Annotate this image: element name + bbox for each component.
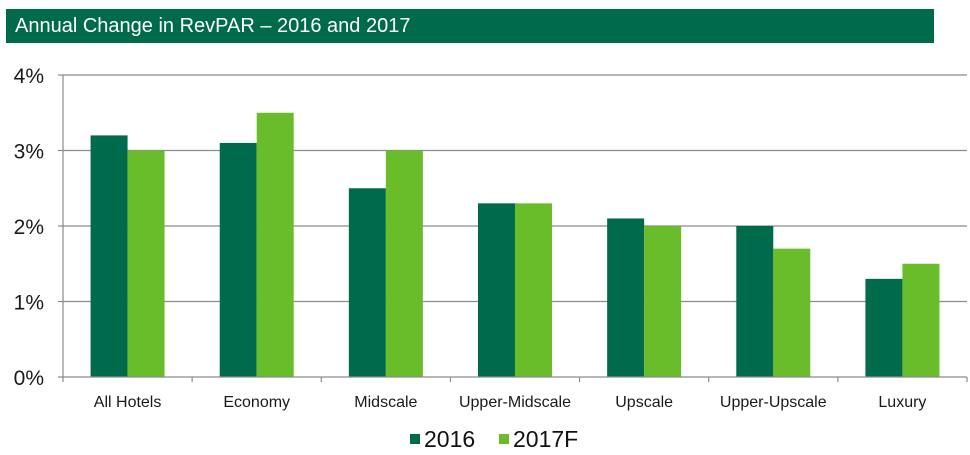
axes [58, 74, 968, 382]
x-tick-label: Economy [223, 394, 290, 411]
legend-item-2016: 2016 [410, 424, 475, 454]
bar-2016-upper-upscale [736, 226, 774, 377]
x-tick-label: Upper-Midscale [459, 394, 571, 411]
x-tick-label: Upper-Upscale [720, 394, 827, 411]
legend: 2016 2017F [0, 424, 970, 454]
x-tick-label: Upscale [615, 394, 673, 411]
bar-2016-midscale [348, 188, 386, 377]
legend-label-2016: 2016 [424, 425, 476, 452]
x-tick-label: All Hotels [94, 394, 162, 411]
bars [90, 112, 940, 377]
bar-2017f-upper-upscale [773, 248, 811, 377]
bar-2016-all-hotels [90, 135, 128, 377]
bar-2017f-upper-midscale [515, 203, 552, 377]
bar-2017f-upscale [644, 226, 682, 377]
x-tick-label: Luxury [878, 394, 926, 411]
legend-swatch-2016 [410, 434, 420, 444]
y-tick-label: 0% [14, 367, 44, 390]
y-tick-label: 1% [14, 292, 44, 315]
bar-2016-upscale [607, 218, 645, 377]
bar-2016-upper-midscale [478, 203, 515, 377]
legend-label-2017f: 2017F [513, 425, 579, 452]
y-tick-labels: 0% 1% 2% 3% 4% [14, 65, 44, 390]
bar-2016-economy [219, 142, 257, 377]
bar-2017f-economy [256, 112, 294, 377]
legend-swatch-2017f [499, 434, 509, 444]
bar-2017f-midscale [385, 150, 423, 377]
y-tick-label: 3% [14, 141, 44, 164]
bar-2016-luxury [865, 278, 903, 377]
chart-title: Annual Change in RevPAR – 2016 and 2017 [6, 9, 934, 43]
legend-item-2017f: 2017F [499, 424, 578, 454]
y-tick-label: 4% [14, 65, 44, 88]
x-tick-label: Midscale [354, 394, 417, 411]
y-tick-label: 2% [14, 216, 44, 239]
bar-chart: 0% 1% 2% 3% 4% All Hotels Economy Midscale Uppe… [14, 65, 968, 411]
bar-2017f-luxury [902, 263, 940, 377]
x-tick-labels: All Hotels Economy Midscale Upper-Midscale U… [94, 394, 927, 411]
bar-2017f-all-hotels [127, 150, 165, 377]
